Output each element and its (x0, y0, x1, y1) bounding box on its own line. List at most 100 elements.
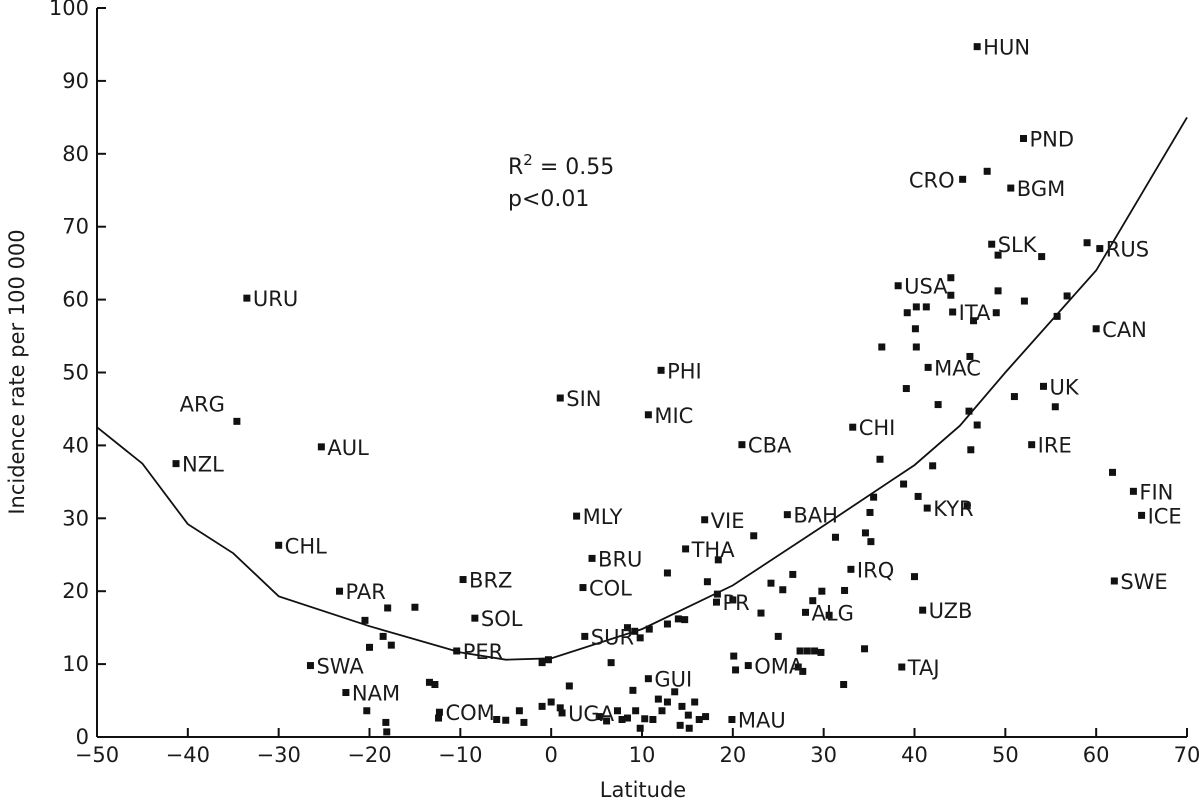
data-point (663, 569, 671, 577)
point-labels-layer: HUN PND CRO BGM SLK RUS USA ITA CAN URU PHI MAC UK SI… (180, 36, 1182, 733)
point-label-cro: CRO (909, 168, 955, 192)
data-point-irq (847, 565, 855, 573)
data-point (366, 643, 373, 651)
point-label-par: PAR (346, 580, 386, 604)
data-point (870, 493, 878, 501)
y-tick-label: 60 (62, 288, 89, 312)
point-label-cba: CBA (748, 434, 792, 458)
data-point-ire (1028, 441, 1036, 449)
data-point-alg (802, 608, 809, 616)
point-label-vie: VIE (711, 509, 745, 533)
data-point (663, 698, 671, 706)
data-point-chi (849, 423, 857, 431)
data-point (970, 317, 978, 325)
data-point (840, 681, 848, 689)
data-point-mly (573, 512, 581, 520)
data-point (565, 682, 573, 690)
data-point-bgm (1007, 184, 1015, 192)
data-point-uru (243, 294, 251, 302)
data-point (603, 717, 611, 725)
data-point-aul (317, 443, 325, 451)
data-point-vie (701, 516, 709, 524)
point-label-chl: CHL (285, 534, 327, 558)
point-label-ice: ICE (1148, 504, 1182, 528)
data-point (538, 702, 546, 710)
x-tick-label: 30 (810, 743, 837, 767)
x-tick-label: −40 (166, 743, 210, 767)
point-label-uk: UK (1049, 375, 1079, 399)
data-point (841, 586, 849, 594)
data-point (383, 728, 391, 736)
data-point (730, 652, 738, 660)
data-point-pr (712, 598, 720, 606)
data-point (967, 446, 975, 454)
point-label-swa: SWA (316, 655, 364, 679)
data-point-bru (588, 554, 596, 562)
data-point-hun (973, 43, 981, 51)
data-point-fin (1129, 487, 1137, 495)
data-point-uga (558, 709, 566, 717)
y-tick-label: 80 (62, 142, 89, 166)
data-point (361, 616, 369, 624)
data-point (629, 686, 637, 694)
point-label-slk: SLK (998, 233, 1038, 257)
data-point (966, 352, 974, 360)
data-point-mac (924, 363, 932, 371)
data-point (861, 645, 869, 653)
data-point (994, 251, 1002, 259)
data-point (435, 714, 443, 722)
x-tick-label: 20 (719, 743, 746, 767)
data-point (963, 502, 971, 510)
x-tick-label: 0 (544, 743, 557, 767)
point-label-phi: PHI (667, 359, 702, 383)
data-point (818, 587, 826, 595)
data-point (912, 303, 920, 311)
point-label-bah: BAH (793, 504, 838, 528)
point-label-tha: THA (691, 538, 736, 562)
data-point (817, 648, 825, 656)
data-point (1109, 468, 1117, 476)
data-point (929, 462, 937, 470)
data-point (965, 407, 973, 415)
data-point-kyr (923, 504, 931, 512)
data-point (607, 659, 615, 667)
data-point (684, 711, 692, 719)
data-point-sur (581, 632, 589, 640)
data-point (618, 716, 626, 724)
point-label-fin: FIN (1139, 480, 1173, 504)
data-point (632, 707, 640, 715)
x-tick-label: −10 (438, 743, 482, 767)
data-point-arg (233, 417, 241, 425)
data-point-ice (1138, 511, 1146, 519)
data-point (502, 716, 510, 724)
data-point (903, 309, 911, 317)
data-point (994, 287, 1002, 295)
point-label-hun: HUN (983, 36, 1030, 60)
data-point (750, 532, 758, 540)
data-point (922, 303, 930, 311)
data-point (774, 632, 782, 640)
data-point (779, 586, 787, 594)
data-point (947, 291, 955, 299)
data-point-tha (682, 545, 690, 553)
point-label-nzl: NZL (182, 453, 224, 477)
data-point (732, 666, 740, 674)
data-point (636, 724, 644, 732)
data-point (992, 309, 1000, 317)
data-point-bah (783, 511, 791, 519)
point-label-irq: IRQ (857, 558, 894, 582)
y-tick-label: 0 (76, 725, 89, 749)
data-point (1053, 312, 1061, 320)
point-label-brz: BRZ (469, 569, 512, 593)
data-point (379, 632, 387, 640)
data-point (658, 707, 666, 715)
data-point (663, 620, 671, 628)
x-axis-label: Latitude (600, 778, 686, 802)
data-point-cba (738, 441, 746, 449)
x-tick-label: −20 (347, 743, 391, 767)
data-point (799, 667, 807, 675)
data-point (1038, 253, 1046, 261)
point-label-uzb: UZB (929, 599, 973, 623)
data-point (803, 647, 811, 655)
